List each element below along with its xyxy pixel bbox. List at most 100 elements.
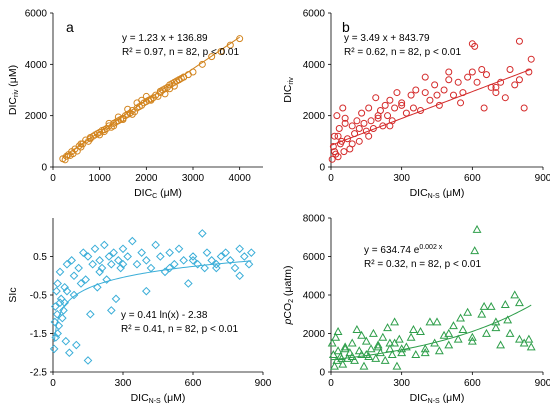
stats-text: R² = 0.62, n = 82, p < 0.01 xyxy=(344,47,461,58)
panel-letter: b xyxy=(342,19,350,35)
data-point xyxy=(402,109,410,117)
x-tick-label: 600 xyxy=(185,378,202,389)
data-point xyxy=(527,55,535,63)
data-point xyxy=(355,137,363,145)
data-point xyxy=(93,282,102,292)
data-point xyxy=(434,346,444,355)
data-point xyxy=(449,321,458,330)
y-tick-label: 2000 xyxy=(303,111,326,122)
data-point xyxy=(482,328,491,337)
data-point xyxy=(328,350,338,359)
equation-text: y = 3.49 x + 843.79 xyxy=(344,33,430,44)
data-point xyxy=(128,236,137,246)
data-point xyxy=(161,90,169,98)
data-point xyxy=(353,117,361,125)
data-point xyxy=(514,298,524,307)
data-point xyxy=(347,338,357,347)
data-point xyxy=(333,112,341,120)
data-point xyxy=(365,132,373,140)
data-point xyxy=(470,246,480,255)
data-point xyxy=(486,301,496,310)
data-point xyxy=(216,252,226,261)
y-tick-label: 4000 xyxy=(303,291,326,302)
equation-text: y = 0.41 ln(x) - 2.38 xyxy=(121,310,208,321)
data-point xyxy=(97,263,107,273)
data-point xyxy=(341,119,349,127)
data-point xyxy=(331,148,339,156)
data-point xyxy=(390,338,400,347)
data-point xyxy=(59,306,68,315)
x-axis-label: DICN-S (μM) xyxy=(410,187,465,200)
data-point xyxy=(61,336,71,346)
y-tick-label: 2000 xyxy=(25,111,48,122)
data-point xyxy=(331,132,339,140)
data-point xyxy=(445,68,453,76)
data-point xyxy=(193,259,202,269)
data-point xyxy=(142,256,151,265)
data-point xyxy=(378,332,388,341)
data-point xyxy=(477,309,487,318)
data-point xyxy=(359,361,369,370)
data-point xyxy=(444,340,454,349)
data-point xyxy=(412,86,420,94)
x-tick-label: 600 xyxy=(464,173,481,184)
data-point xyxy=(515,76,523,84)
data-point xyxy=(364,351,374,360)
data-point xyxy=(102,275,111,284)
data-point xyxy=(492,89,500,97)
data-point xyxy=(385,338,395,347)
data-point xyxy=(445,76,453,84)
data-point xyxy=(236,35,244,43)
data-point xyxy=(138,96,146,104)
data-point xyxy=(334,132,342,140)
y-axis-label: SIc xyxy=(7,287,19,302)
data-point xyxy=(226,41,234,49)
data-point xyxy=(184,279,193,288)
data-point xyxy=(358,109,366,117)
data-point xyxy=(376,348,385,357)
x-tick-label: 0 xyxy=(328,378,334,389)
x-tick-label: 0 xyxy=(328,173,334,184)
data-point xyxy=(480,104,488,112)
data-point xyxy=(496,340,506,349)
data-point xyxy=(390,317,400,326)
data-point xyxy=(90,244,100,254)
data-point xyxy=(350,355,360,364)
data-point xyxy=(372,94,380,102)
panel-c: 0 300 600 900 -2.5 -1.5 -0.5 0.5 DICN-S (μM) SIc y… xyxy=(7,218,272,405)
data-point xyxy=(96,131,104,139)
data-point xyxy=(464,73,472,81)
data-point xyxy=(61,156,69,164)
data-point xyxy=(347,351,357,360)
data-point xyxy=(510,290,520,299)
data-point xyxy=(235,271,244,281)
data-point xyxy=(471,42,479,50)
data-point xyxy=(360,119,368,127)
data-point xyxy=(77,140,85,148)
data-point xyxy=(387,350,397,359)
data-point xyxy=(151,240,160,250)
data-point xyxy=(369,125,377,132)
data-point xyxy=(391,104,399,112)
y-tick-label: -0.5 xyxy=(30,291,48,302)
data-point xyxy=(421,73,429,81)
equation-text: y = 1.23 x + 136.89 xyxy=(122,33,208,44)
data-point xyxy=(385,344,395,353)
data-point xyxy=(401,342,411,351)
data-point xyxy=(367,117,375,125)
fit-line xyxy=(330,68,532,146)
x-tick-label: 0 xyxy=(50,378,56,389)
data-point xyxy=(235,244,244,254)
data-point xyxy=(407,91,415,99)
data-point xyxy=(457,99,465,107)
data-point xyxy=(334,153,342,161)
data-point xyxy=(511,81,519,89)
data-point xyxy=(79,248,88,257)
data-point xyxy=(520,104,528,112)
panel-a: 0 1000 2000 3000 4000 0 2000 4000 6000 DICC (μM) D… xyxy=(7,9,263,200)
y-tick-label: -2.5 xyxy=(30,368,48,379)
data-point xyxy=(472,224,482,233)
data-point xyxy=(357,330,367,339)
data-point xyxy=(331,332,341,341)
